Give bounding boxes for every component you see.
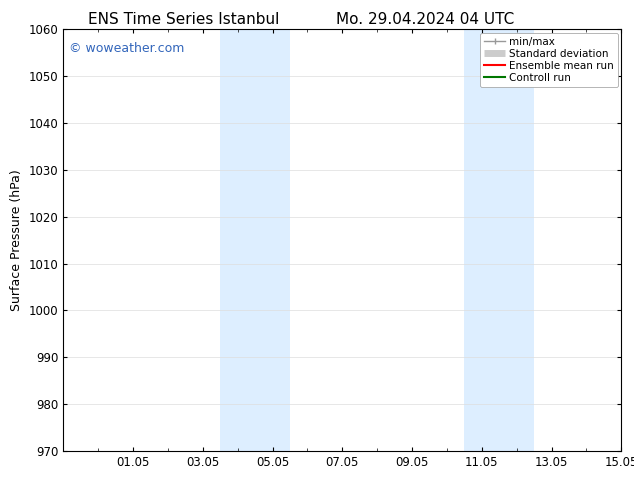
Legend: min/max, Standard deviation, Ensemble mean run, Controll run: min/max, Standard deviation, Ensemble me… [480,32,618,87]
Text: Mo. 29.04.2024 04 UTC: Mo. 29.04.2024 04 UTC [335,12,514,27]
Bar [464,29,500,451]
Text: © woweather.com: © woweather.com [69,42,184,55]
Bar [221,29,255,451]
Text: ENS Time Series Istanbul: ENS Time Series Istanbul [88,12,280,27]
Bar [500,29,534,451]
Bar [255,29,290,451]
Y-axis label: Surface Pressure (hPa): Surface Pressure (hPa) [10,169,23,311]
